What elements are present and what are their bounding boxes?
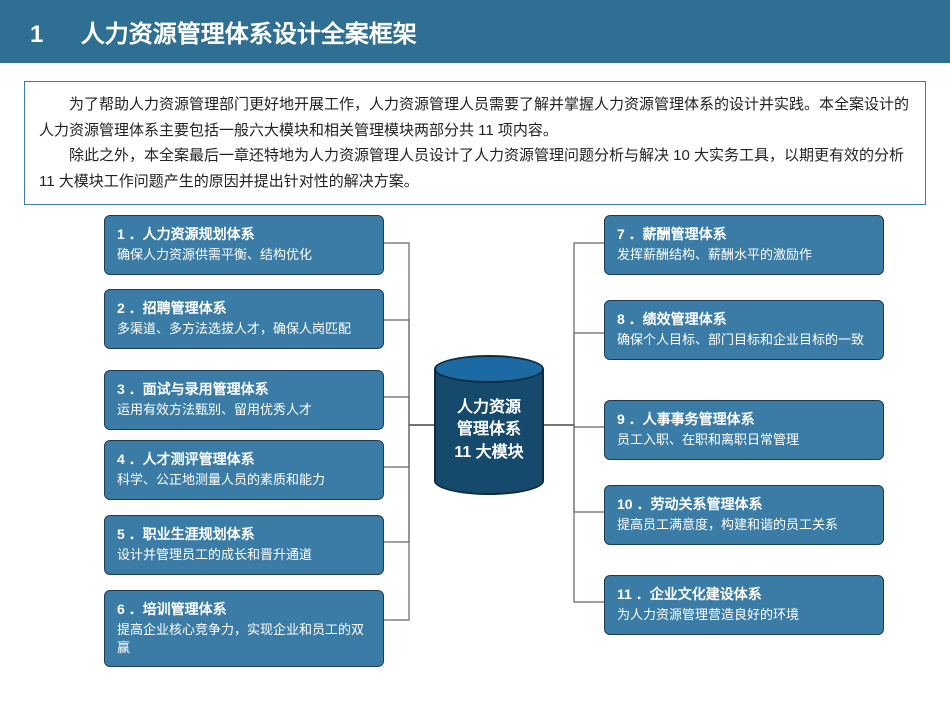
header-number: 1 — [30, 21, 43, 48]
module-desc: 多渠道、多方法选拔人才，确保人岗匹配 — [117, 320, 371, 338]
module-title: 10 ．劳动关系管理体系 — [617, 494, 871, 514]
cylinder-text: 人力资源 管理体系 11 大模块 — [434, 397, 544, 464]
center-line3: 11 大模块 — [434, 442, 544, 464]
module-desc: 员工入职、在职和离职日常管理 — [617, 431, 871, 449]
cylinder-top — [434, 355, 544, 383]
module-title: 6 ．培训管理体系 — [117, 599, 371, 619]
module-title: 9 ．人事事务管理体系 — [617, 409, 871, 429]
module-desc: 设计并管理员工的成长和晋升通道 — [117, 546, 371, 564]
intro-p1: 为了帮助人力资源管理部门更好地开展工作，人力资源管理人员需要了解并掌握人力资源管… — [39, 92, 911, 143]
module-desc: 发挥薪酬结构、薪酬水平的激励作 — [617, 246, 871, 264]
module-2: 2 ．招聘管理体系 多渠道、多方法选拔人才，确保人岗匹配 — [104, 289, 384, 349]
module-title: 3 ．面试与录用管理体系 — [117, 379, 371, 399]
module-10: 10 ．劳动关系管理体系 提高员工满意度，构建和谐的员工关系 — [604, 485, 884, 545]
module-8: 8 ．绩效管理体系 确保个人目标、部门目标和企业目标的一致 — [604, 300, 884, 360]
module-9: 9 ．人事事务管理体系 员工入职、在职和离职日常管理 — [604, 400, 884, 460]
module-desc: 为人力资源管理营造良好的环境 — [617, 606, 871, 624]
module-title: 11 ．企业文化建设体系 — [617, 584, 871, 604]
module-title: 5 ．职业生涯规划体系 — [117, 524, 371, 544]
module-5: 5 ．职业生涯规划体系 设计并管理员工的成长和晋升通道 — [104, 515, 384, 575]
module-title: 2 ．招聘管理体系 — [117, 298, 371, 318]
module-11: 11 ．企业文化建设体系 为人力资源管理营造良好的环境 — [604, 575, 884, 635]
module-1: 1 ．人力资源规划体系 确保人力资源供需平衡、结构优化 — [104, 215, 384, 275]
center-cylinder: 人力资源 管理体系 11 大模块 — [434, 355, 544, 495]
diagram-area: 1 ．人力资源规划体系 确保人力资源供需平衡、结构优化 2 ．招聘管理体系 多渠… — [24, 215, 926, 725]
module-desc: 科学、公正地测量人员的素质和能力 — [117, 471, 371, 489]
module-title: 1 ．人力资源规划体系 — [117, 224, 371, 244]
module-7: 7 ．薪酬管理体系 发挥薪酬结构、薪酬水平的激励作 — [604, 215, 884, 275]
module-title: 8 ．绩效管理体系 — [617, 309, 871, 329]
header-bar: 1 人力资源管理体系设计全案框架 — [0, 0, 950, 63]
module-3: 3 ．面试与录用管理体系 运用有效方法甄别、留用优秀人才 — [104, 370, 384, 430]
module-desc: 确保个人目标、部门目标和企业目标的一致 — [617, 331, 871, 349]
module-6: 6 ．培训管理体系 提高企业核心竞争力，实现企业和员工的双赢 — [104, 590, 384, 667]
header-title: 人力资源管理体系设计全案框架 — [81, 21, 417, 48]
module-desc: 提高员工满意度，构建和谐的员工关系 — [617, 516, 871, 534]
module-title: 4 ．人才测评管理体系 — [117, 449, 371, 469]
module-desc: 运用有效方法甄别、留用优秀人才 — [117, 401, 371, 419]
module-title: 7 ．薪酬管理体系 — [617, 224, 871, 244]
center-line2: 管理体系 — [434, 419, 544, 441]
module-desc: 提高企业核心竞争力，实现企业和员工的双赢 — [117, 621, 371, 656]
module-4: 4 ．人才测评管理体系 科学、公正地测量人员的素质和能力 — [104, 440, 384, 500]
center-line1: 人力资源 — [434, 397, 544, 419]
intro-box: 为了帮助人力资源管理部门更好地开展工作，人力资源管理人员需要了解并掌握人力资源管… — [24, 81, 926, 205]
intro-p2: 除此之外，本全案最后一章还特地为人力资源管理人员设计了人力资源管理问题分析与解决… — [39, 143, 911, 194]
module-desc: 确保人力资源供需平衡、结构优化 — [117, 246, 371, 264]
